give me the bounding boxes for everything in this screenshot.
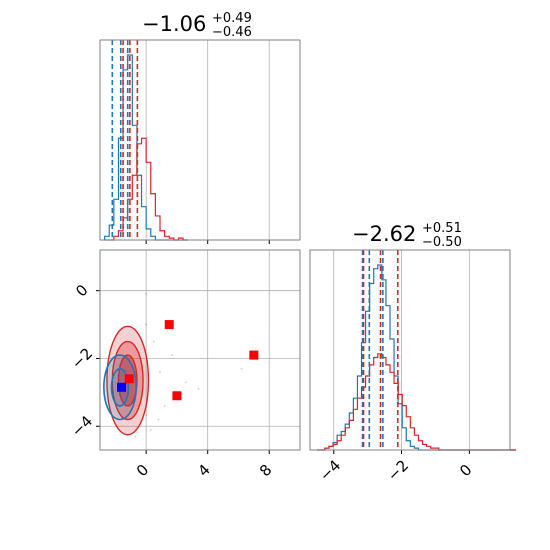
scatter-point — [157, 418, 160, 421]
red-histogram-series — [104, 137, 188, 241]
scatter-point — [145, 293, 148, 296]
scatter-point — [240, 367, 243, 370]
scatter-point — [185, 381, 188, 384]
red-square-marker — [249, 350, 259, 360]
x-tick-label: 0 — [133, 461, 152, 480]
axes-frame — [99, 249, 301, 451]
scatter-point — [197, 387, 200, 390]
joint-plot-area — [103, 293, 259, 438]
marginal-histogram-param1 — [99, 39, 301, 244]
scatter-point — [171, 354, 174, 357]
x-tick-label: 8 — [256, 461, 275, 480]
y-tick-label: −2 — [68, 344, 96, 372]
axes-frame — [309, 249, 511, 451]
scatter-point — [163, 404, 166, 407]
title-param1-upper: +0.49 — [212, 11, 252, 26]
title-param2-lower: −0.50 — [422, 235, 462, 250]
axes-frame — [99, 39, 301, 241]
scatter-point — [149, 428, 152, 431]
red-square-marker — [124, 374, 134, 384]
red-square-marker — [164, 320, 174, 330]
scatter-point — [117, 364, 120, 367]
scatter-point — [159, 371, 161, 374]
title-param1-lower: −0.46 — [212, 25, 252, 40]
x-tick-label: 4 — [194, 461, 213, 480]
y-tick-label: 0 — [72, 281, 91, 300]
scatter-point — [145, 323, 148, 326]
title-param2-value: −2.62 — [352, 222, 416, 246]
red-histogram-series — [316, 353, 517, 451]
blue-histogram-series — [316, 264, 517, 451]
scatter-point — [134, 435, 137, 438]
y-tick-label: −4 — [68, 412, 96, 440]
x-tick-label: −4 — [316, 456, 344, 484]
x-tick-label: −2 — [384, 456, 412, 484]
x-tick-label: 0 — [456, 461, 475, 480]
joint-density-plot: 0 4 8 0 −2 −4 — [68, 249, 301, 480]
blue-square-marker — [117, 382, 127, 392]
title-param1-value: −1.06 — [142, 12, 206, 36]
scatter-point — [152, 340, 155, 343]
title-param1: −1.06 +0.49 −0.46 — [142, 11, 252, 40]
marginal-histogram-param2: −4 −2 0 — [309, 249, 517, 485]
red-square-marker — [172, 391, 182, 401]
title-param2: −2.62 +0.51 −0.50 — [352, 221, 462, 250]
title-param2-upper: +0.51 — [422, 221, 462, 236]
